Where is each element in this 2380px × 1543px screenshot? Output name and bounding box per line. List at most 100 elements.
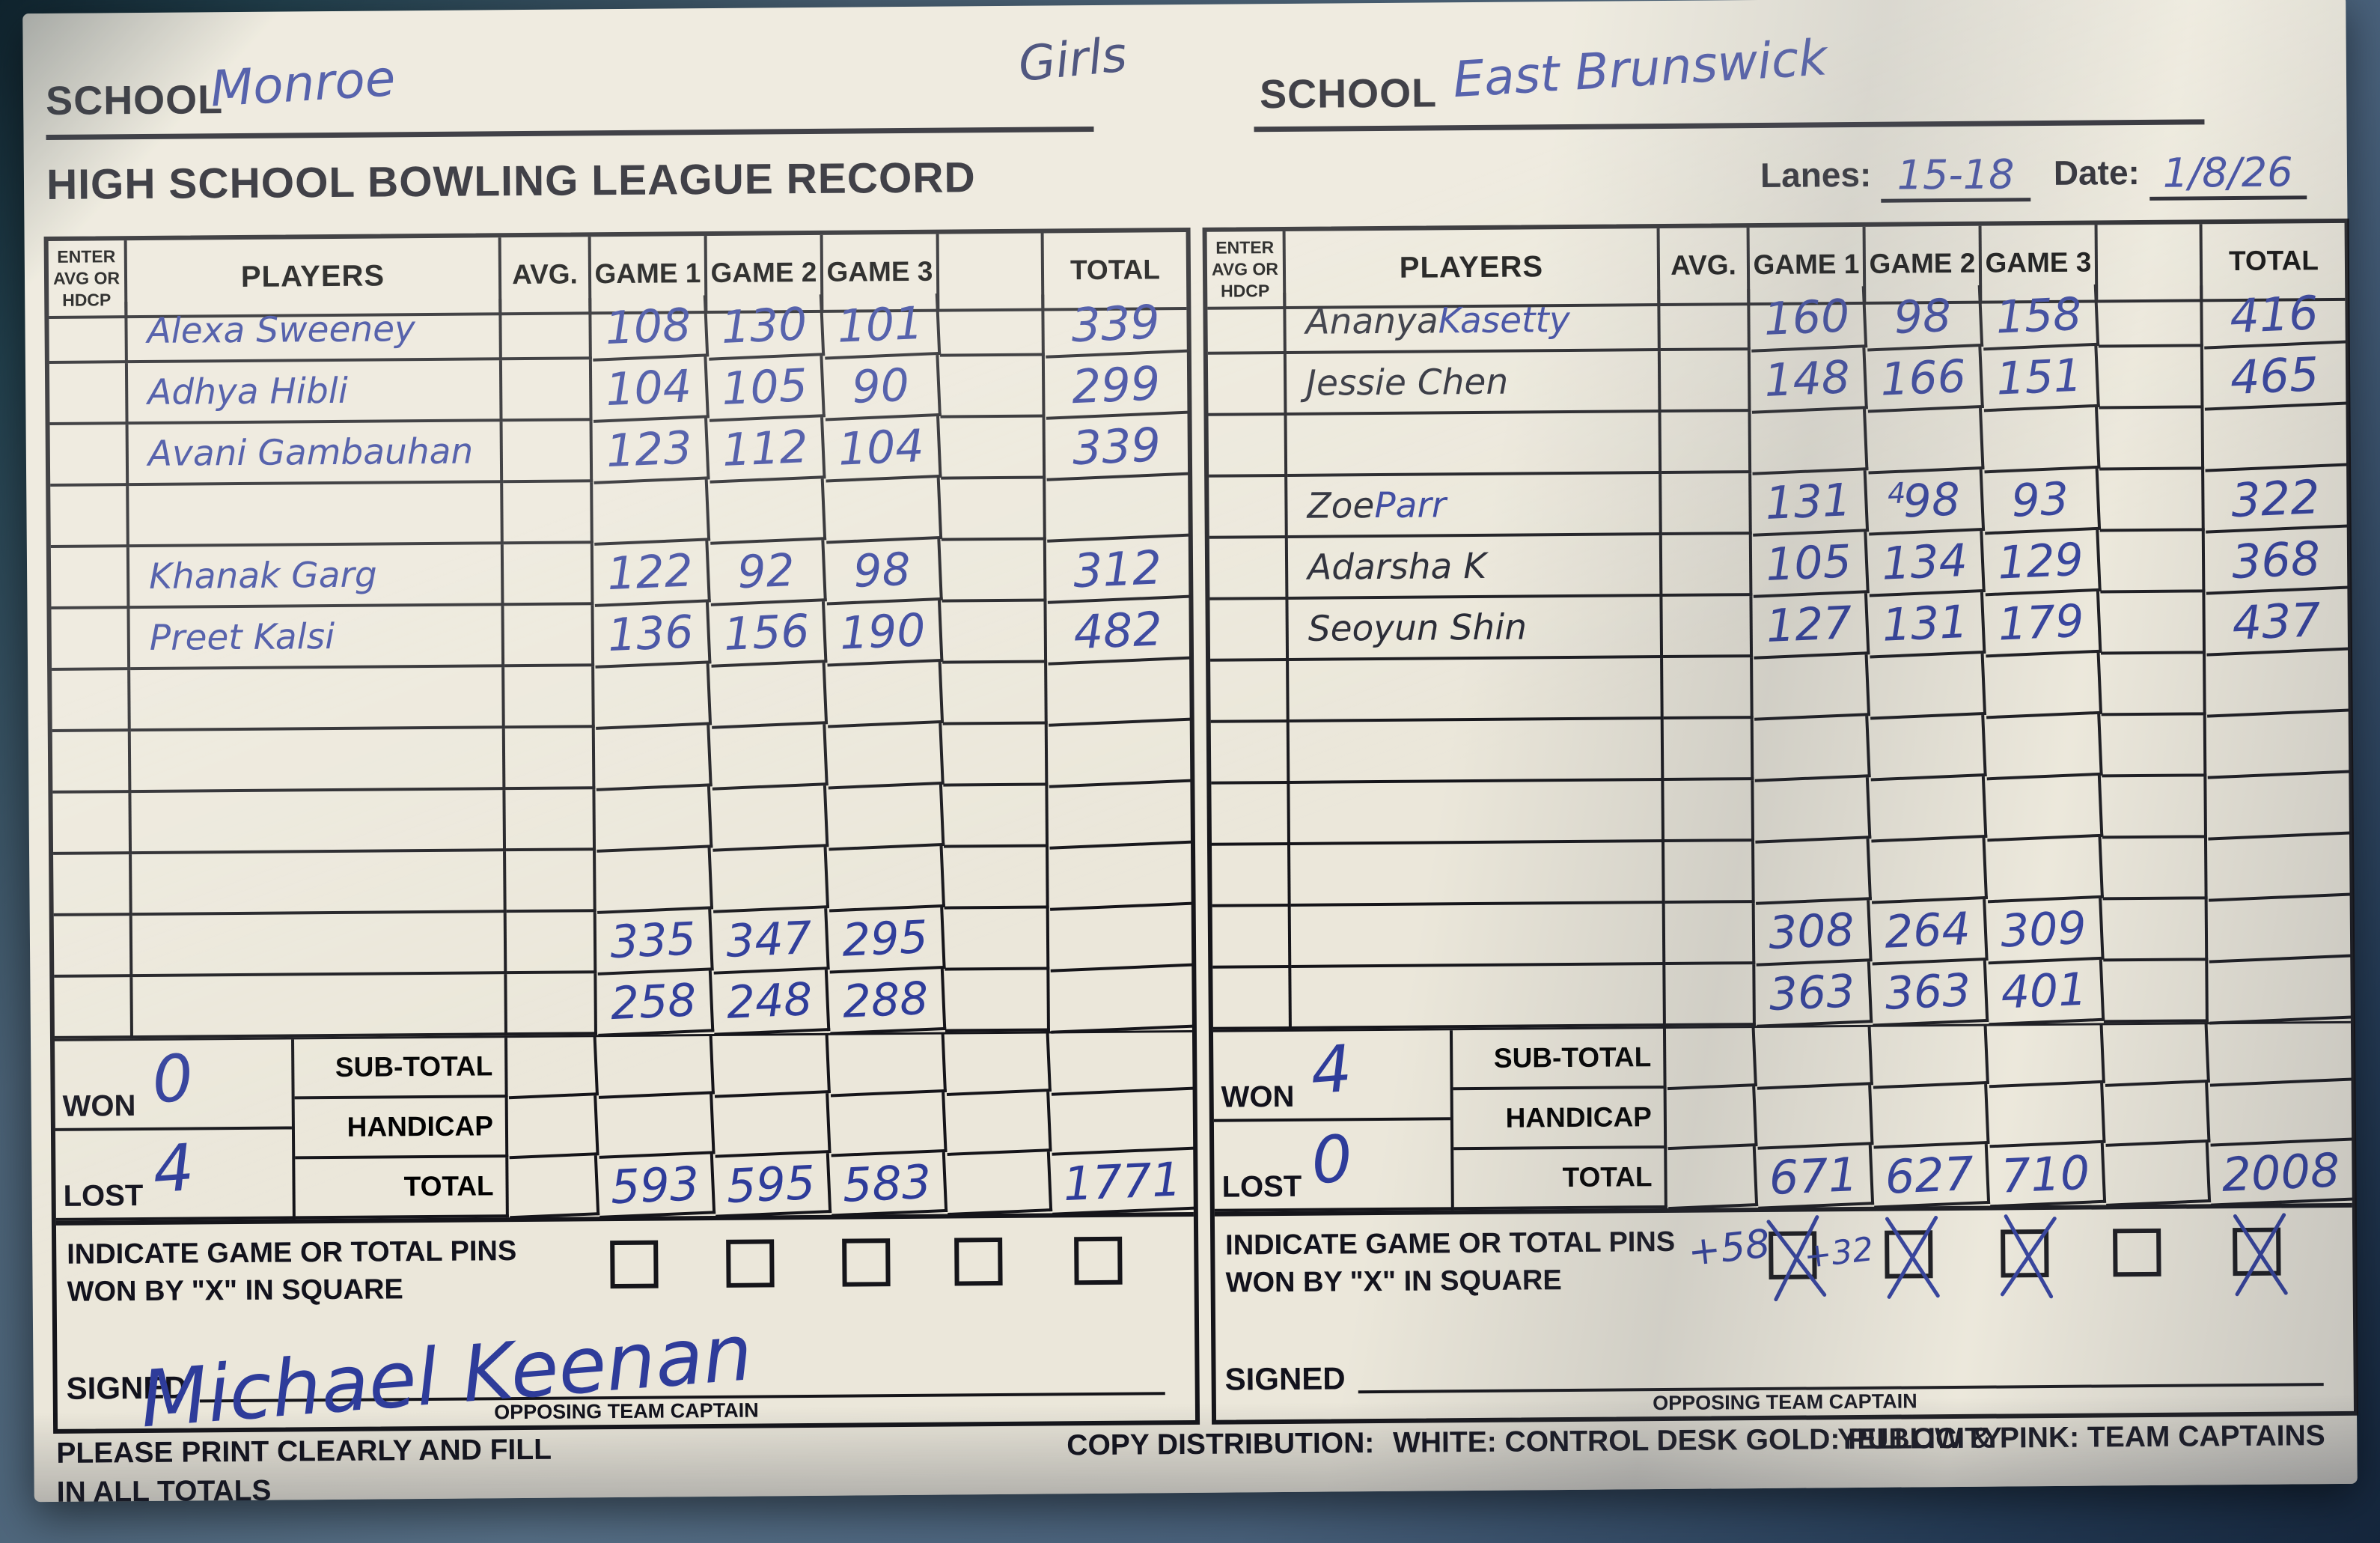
game-score: 158 (1995, 287, 2083, 344)
avg-hdcp-cell (1210, 722, 1290, 785)
win-checkbox-2 (726, 1239, 775, 1288)
copy-white: WHITE: CONTROL DESK (1392, 1424, 1739, 1459)
avg-cell (506, 850, 596, 913)
blank-cell (941, 478, 1046, 541)
blank-cell (942, 663, 1048, 725)
date-label: Date: (2053, 153, 2141, 192)
game2-score-cell (1867, 653, 1987, 720)
game2-score-cell: 105 (707, 356, 826, 422)
game-score: 104 (837, 419, 925, 476)
player-name-cell (1287, 413, 1662, 477)
row-total-cell: 339 (1043, 290, 1189, 359)
game-score: 190 (838, 603, 927, 660)
footer-grid: WON 4 LOST 0 SUB-TOTAL HANDICAP TOTAL 671 627 710… (1212, 1020, 2354, 1212)
handicap-game3-cell (1987, 1083, 2106, 1148)
game2-score-cell: 363 (1870, 960, 1989, 1027)
grand-total-game1: 593 (609, 1155, 701, 1214)
grand-total-game1-cell: 593 (596, 1154, 716, 1219)
avg-hdcp-cell (1209, 476, 1288, 539)
row-total-cell: 482 (1046, 597, 1191, 666)
score-grid: ENTER AVG OR HDCP PLAYERS AVG. GAME 1 GAME 2 GA… (1206, 222, 2352, 1030)
handicap-avg-cell (507, 1095, 599, 1160)
blank-cell (940, 417, 1046, 480)
game2-score-cell: 92 (708, 540, 827, 606)
game1-score-cell: 104 (591, 356, 710, 423)
game-score: 347 (724, 912, 814, 968)
row-total-cell (1048, 966, 1194, 1034)
game1-score-cell (1750, 409, 1869, 475)
handicap-game2-cell (713, 1093, 832, 1158)
avg-hdcp-header-text: ENTER AVG OR HDCP (52, 246, 120, 310)
game-score: 104 (604, 360, 693, 417)
sub-total-label: SUB-TOTAL (1452, 1029, 1667, 1091)
player-name-cell (1289, 658, 1664, 722)
handicap-game1-cell (1755, 1085, 1874, 1150)
win-checkbox-4 (2113, 1228, 2161, 1277)
game2-score-cell: 166 (1865, 346, 1984, 413)
game-score: 130 (720, 298, 808, 354)
blank-cell (939, 356, 1046, 419)
win-checkbox-5 (1074, 1236, 1123, 1285)
game-score: 248 (725, 973, 814, 1029)
avg-cell (1665, 842, 1755, 904)
grand-total-game1-cell: 671 (1755, 1145, 1875, 1210)
handicap-total-cell (1049, 1089, 1194, 1156)
game3-score-cell (1985, 836, 2104, 904)
grand-total-game2: 627 (1884, 1145, 1975, 1205)
game-score: 179 (1997, 594, 2085, 651)
game-score: 101 (836, 296, 924, 353)
row-total-cell (2206, 957, 2352, 1025)
right-team-table: ENTER AVG OR HDCP PLAYERS AVG. GAME 1 GAME 2 GA… (1202, 218, 2359, 1425)
game2-score-cell (1866, 407, 1985, 475)
game3-score-cell: 101 (822, 293, 942, 360)
player-name-cell: Preet Kalsi (129, 606, 505, 671)
avg-hdcp-cell (1212, 906, 1292, 969)
game-score: 90 (850, 359, 911, 414)
player-name-cell (1290, 904, 1666, 968)
player-name-cell: Zoe Parr (1287, 474, 1662, 538)
player-name-cell: Seoyun Shin (1288, 597, 1664, 661)
avg-cell (1662, 535, 1753, 597)
row-total: 465 (2229, 346, 2320, 405)
score-grid: ENTER AVG OR HDCP PLAYERS AVG. GAME 1 GAME 2 GA… (48, 232, 1194, 1039)
avg-hdcp-cell (53, 854, 132, 916)
game3-score-cell: 151 (1981, 345, 2100, 413)
game-score: 295 (840, 910, 930, 967)
avg-cell (502, 421, 594, 484)
game-score: 112 (721, 421, 809, 477)
blank-cell (2101, 654, 2206, 716)
grand-total-game3: 583 (841, 1154, 933, 1213)
signed-row: SIGNED OPPOSING TEAM CAPTAIN Michael Keena… (57, 1306, 1195, 1445)
lost-label: LOST (63, 1179, 144, 1213)
game2-score-cell: 4 98 (1866, 469, 1986, 536)
game1-score-cell: 127 (1751, 593, 1870, 660)
game1-score-cell (1752, 716, 1871, 782)
player-name-cell (131, 790, 507, 855)
copy-distribution-label: COPY DISTRIBUTION: (1067, 1427, 1375, 1462)
signed-row: SIGNED OPPOSING TEAM CAPTAIN (1215, 1320, 2354, 1420)
avg-cell (504, 666, 595, 729)
avg-hdcp-cell (1207, 353, 1287, 416)
blank-cell (2102, 776, 2207, 839)
player-name-cell: Avani Gambauhan (128, 421, 504, 487)
print-clearly-note: PLEASE PRINT CLEARLY AND FILL IN ALL TOT… (56, 1433, 552, 1509)
player-name-cell: Adarsha K (1287, 535, 1663, 600)
row-total-cell (1046, 659, 1191, 727)
lanes-value: 15-18 (1880, 150, 2031, 203)
player-name-cell (1290, 842, 1665, 907)
row-total-cell (1047, 843, 1193, 911)
x-mark (2227, 1209, 2295, 1300)
row-total: 312 (1072, 539, 1163, 598)
grand-total-total: 1771 (1062, 1151, 1183, 1211)
game3-score-cell: 309 (1986, 898, 2105, 965)
blank-cell (2098, 285, 2203, 348)
avg-cell (1662, 473, 1752, 536)
game1-score-cell: 123 (591, 418, 710, 484)
game2-score-cell (1869, 837, 1988, 904)
game2-score-cell: 134 (1867, 530, 1986, 597)
row-total-cell: 465 (2202, 343, 2347, 411)
avg-hdcp-cell (52, 793, 132, 855)
game3-score-cell: 295 (827, 907, 946, 974)
game1-score-cell (593, 663, 713, 730)
player-name-cell (132, 913, 507, 978)
